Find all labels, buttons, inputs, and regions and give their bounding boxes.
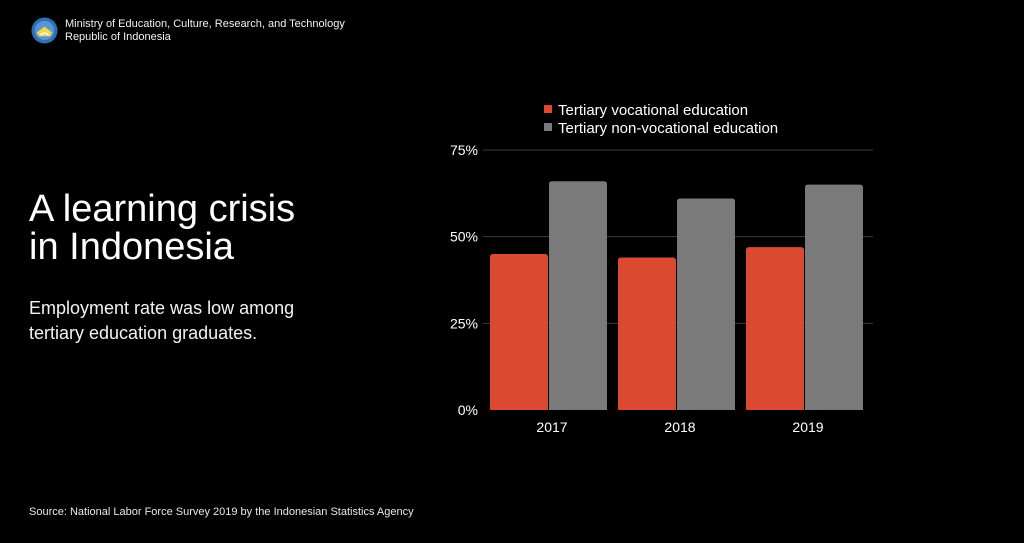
organization-name: Ministry of Education, Culture, Research…: [65, 18, 345, 44]
legend-label: Tertiary non-vocational education: [558, 120, 778, 137]
legend-label: Tertiary vocational education: [558, 102, 748, 119]
bar-non-vocational-2017: [549, 181, 607, 410]
x-tick-label: 2017: [536, 419, 567, 435]
legend-swatch: [544, 123, 552, 131]
bar-non-vocational-2019: [805, 184, 863, 410]
chart-bars: [490, 181, 863, 410]
y-tick-label: 0%: [458, 402, 478, 418]
bar-vocational-2017: [490, 254, 548, 410]
bar-vocational-2018: [618, 257, 676, 410]
page-title: A learning crisis in Indonesia: [29, 190, 369, 266]
header: Ministry of Education, Culture, Research…: [31, 17, 345, 44]
x-axis-ticks: 2017 2018 2019: [536, 419, 823, 435]
source-note: Source: National Labor Force Survey 2019…: [29, 506, 414, 518]
org-line-1: Ministry of Education, Culture, Research…: [65, 17, 345, 30]
y-axis-ticks: 0% 25% 50% 75%: [450, 142, 478, 418]
y-tick-label: 25%: [450, 315, 478, 331]
bar-non-vocational-2018: [677, 198, 735, 410]
x-tick-label: 2018: [664, 419, 695, 435]
ministry-logo-icon: [31, 17, 58, 44]
subtitle: Employment rate was low among tertiary e…: [29, 298, 295, 343]
title-line-1: A learning crisis: [29, 188, 296, 230]
legend-swatch: [544, 105, 552, 113]
x-tick-label: 2019: [792, 419, 823, 435]
y-tick-label: 50%: [450, 229, 478, 245]
title-line-2: in Indonesia: [29, 226, 234, 268]
bar-vocational-2019: [746, 247, 804, 410]
org-line-2: Republic of Indonesia: [65, 30, 171, 43]
y-tick-label: 75%: [450, 142, 478, 158]
